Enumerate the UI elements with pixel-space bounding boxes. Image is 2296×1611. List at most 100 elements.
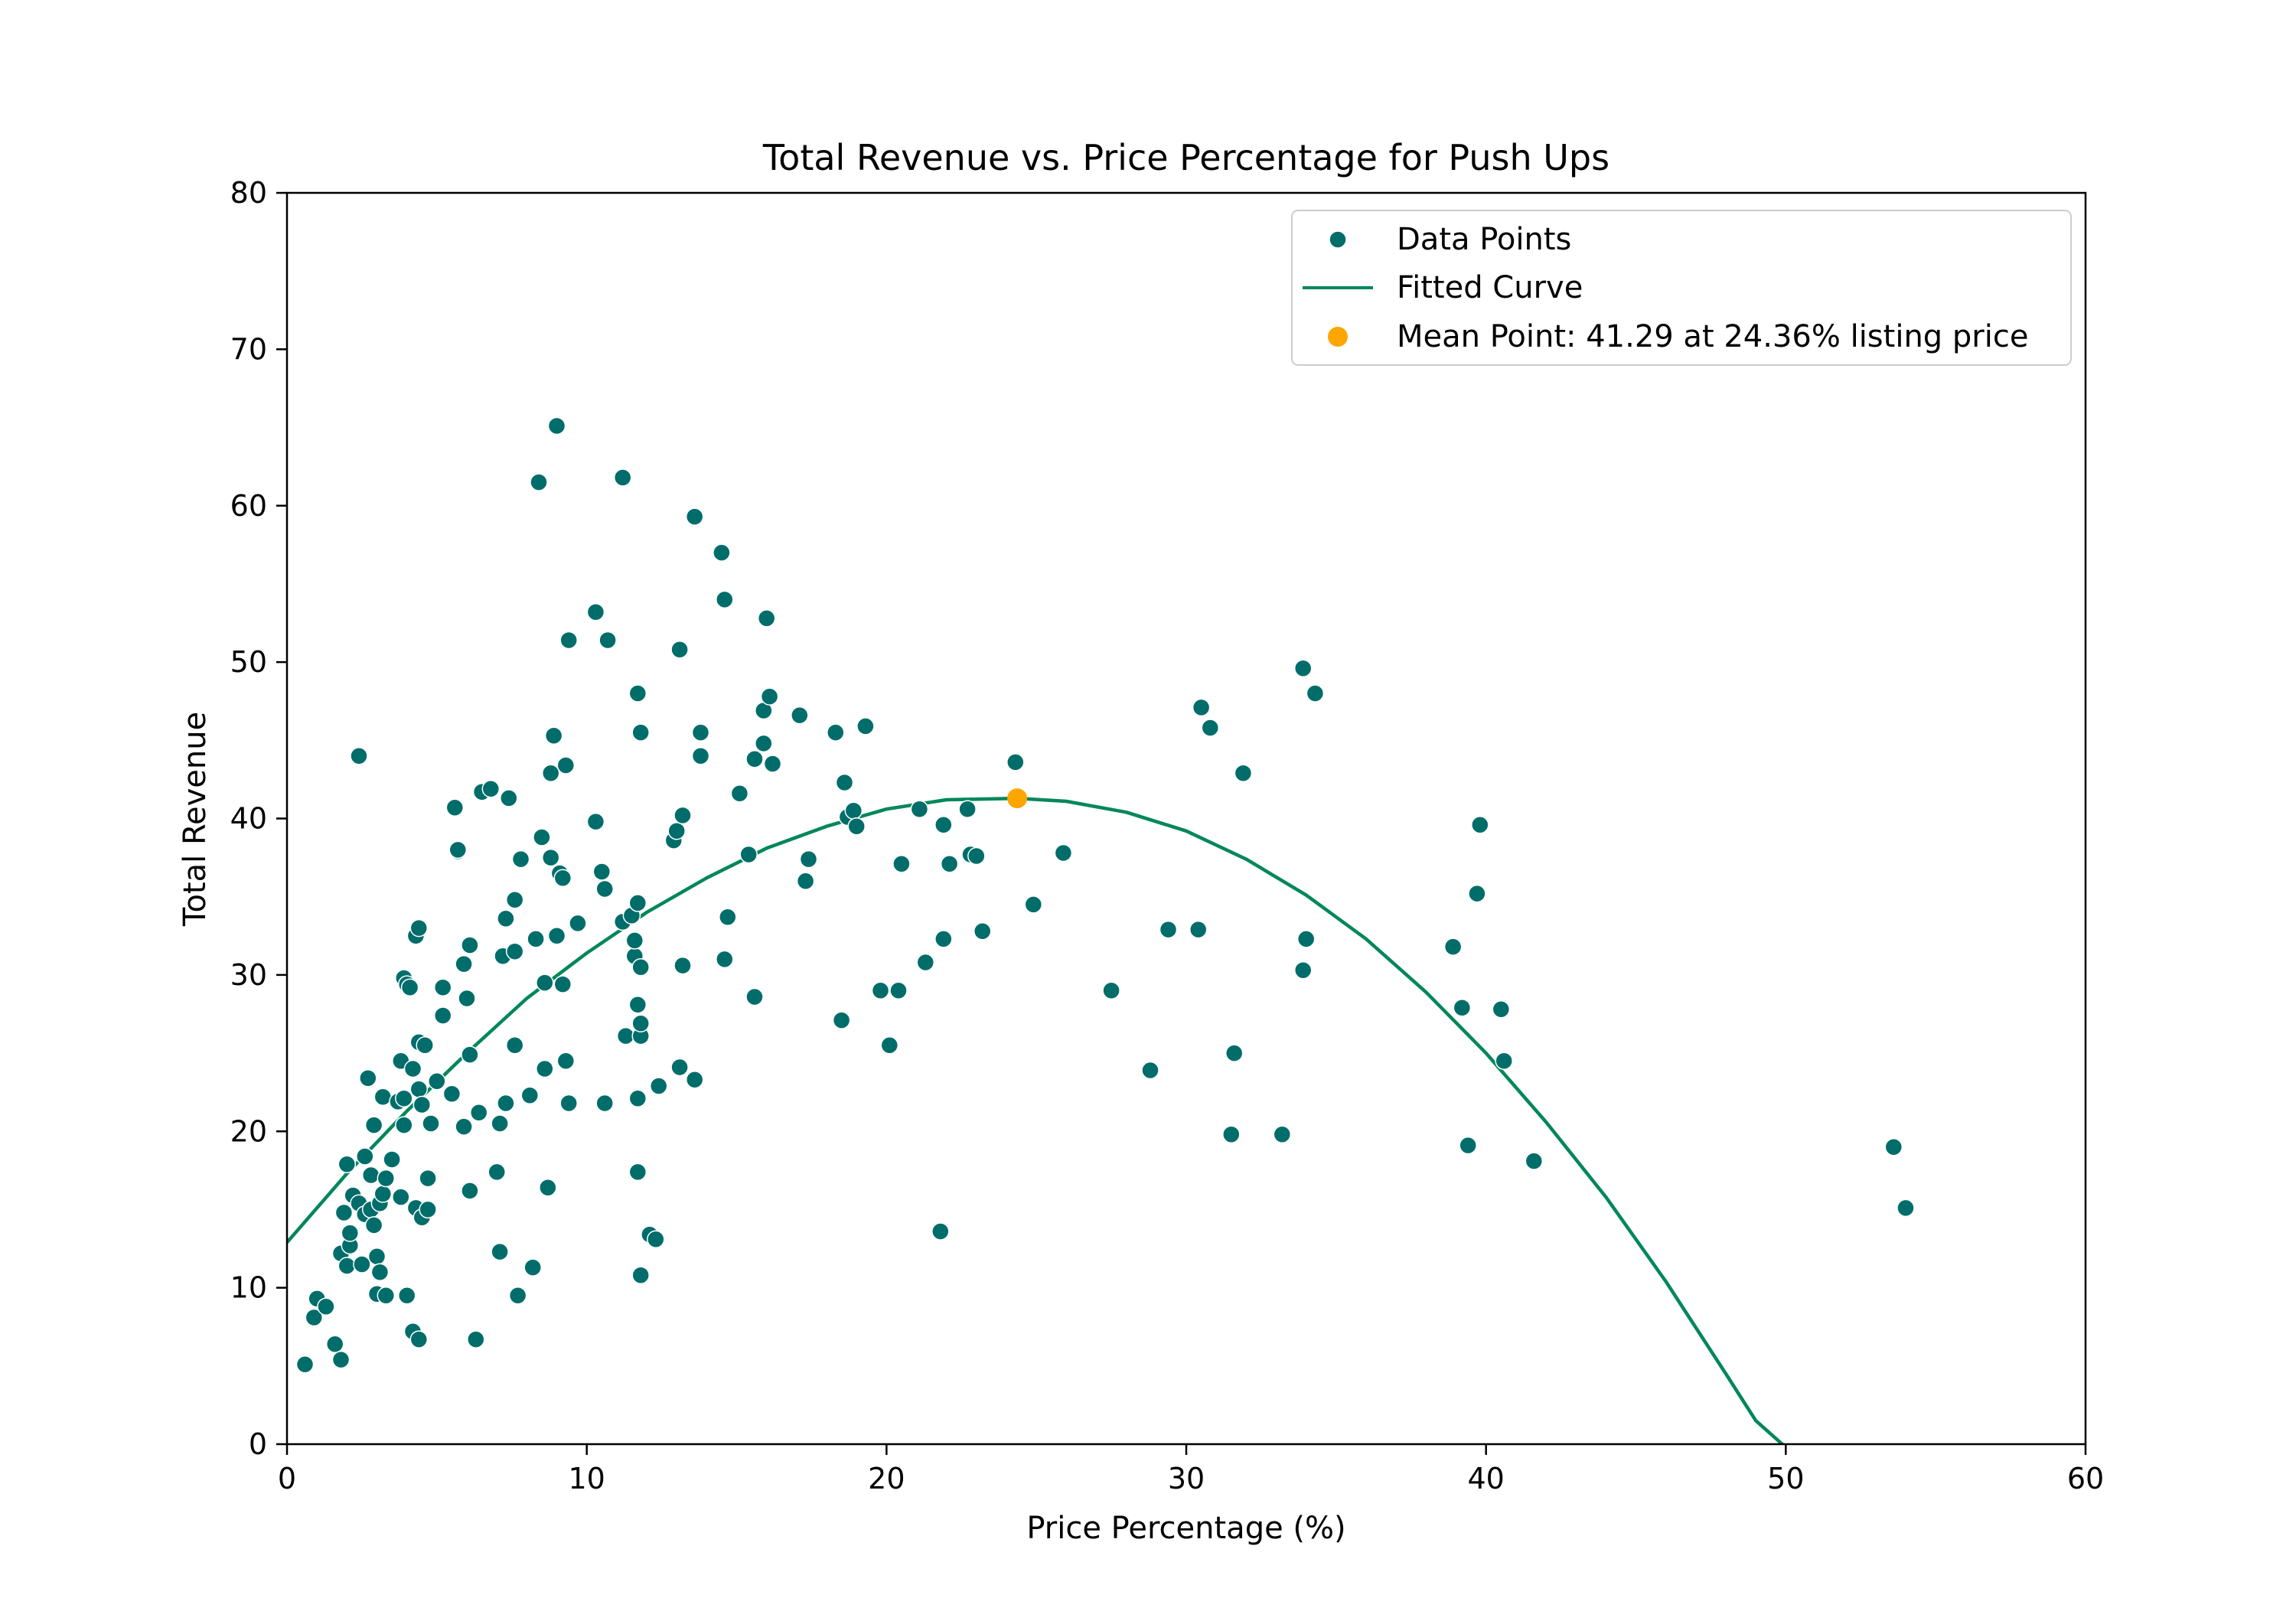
data-point — [613, 468, 632, 487]
chart-title: Total Revenue vs. Price Percentage for P… — [762, 137, 1609, 178]
data-point — [910, 800, 929, 818]
data-point — [847, 817, 866, 836]
data-point — [1471, 815, 1489, 834]
data-point — [649, 1077, 668, 1095]
data-point — [647, 1230, 665, 1249]
data-point — [745, 750, 764, 768]
data-point — [1306, 684, 1325, 703]
data-point — [832, 1011, 851, 1029]
data-point — [1273, 1125, 1292, 1144]
data-point — [791, 706, 809, 725]
data-point — [755, 734, 773, 753]
data-point — [361, 1166, 380, 1185]
data-point — [530, 473, 548, 491]
data-point — [556, 1052, 576, 1071]
plot-frame — [285, 191, 2087, 1446]
data-point — [1225, 1044, 1244, 1062]
data-point — [763, 755, 782, 773]
data-point — [1006, 753, 1025, 771]
data-point — [497, 909, 515, 928]
data-point — [569, 914, 587, 933]
data-point — [628, 684, 647, 703]
data-point — [716, 950, 734, 969]
data-point — [455, 954, 473, 973]
data-point — [967, 846, 986, 866]
x-tick-label: 40 — [1467, 1462, 1504, 1495]
data-point — [1492, 1000, 1511, 1019]
data-point — [1189, 920, 1208, 939]
data-point — [338, 1155, 357, 1173]
x-tick-label: 50 — [1767, 1462, 1804, 1495]
data-point — [295, 1355, 315, 1374]
data-point — [685, 507, 704, 526]
data-point — [625, 931, 644, 950]
y-tick-label: 50 — [230, 645, 267, 679]
data-point — [547, 927, 566, 945]
data-point — [461, 1182, 479, 1200]
data-point — [934, 930, 953, 948]
data-point — [1159, 920, 1178, 939]
data-point — [760, 687, 779, 706]
data-point — [1201, 719, 1220, 737]
data-point — [1468, 884, 1486, 903]
data-point — [334, 1203, 354, 1222]
data-point — [827, 723, 845, 742]
data-point — [556, 756, 576, 775]
data-point — [553, 975, 572, 993]
data-point — [341, 1224, 360, 1242]
data-point — [467, 1330, 485, 1348]
data-point — [541, 848, 560, 867]
data-point — [1141, 1061, 1159, 1080]
mean-point — [1007, 788, 1028, 809]
data-point — [370, 1263, 390, 1281]
data-point — [628, 995, 647, 1014]
data-point — [505, 1036, 524, 1055]
data-point — [433, 978, 452, 996]
y-axis-label: Total Revenue — [178, 712, 213, 927]
data-point — [713, 543, 731, 562]
data-point — [1293, 659, 1313, 678]
data-point — [1443, 938, 1463, 956]
data-point — [1453, 999, 1472, 1017]
data-point — [356, 1147, 374, 1166]
data-point — [445, 798, 465, 817]
data-point — [1896, 1198, 1915, 1218]
data-point — [395, 1089, 413, 1108]
x-tick-label: 20 — [868, 1462, 905, 1495]
data-point — [461, 1045, 479, 1064]
data-point — [616, 1026, 635, 1045]
data-point — [691, 746, 710, 765]
data-point — [373, 1088, 393, 1107]
data-point — [631, 957, 650, 977]
data-point — [691, 723, 710, 742]
legend-label-mean-point: Mean Point: 41.29 at 24.36% listing pric… — [1397, 319, 2028, 354]
data-point — [880, 1036, 899, 1055]
data-point — [628, 1163, 647, 1182]
data-point — [586, 812, 605, 831]
data-point — [488, 1163, 506, 1182]
data-point — [719, 908, 737, 927]
data-point — [364, 1216, 383, 1234]
data-point — [523, 1258, 542, 1277]
data-point — [1054, 843, 1073, 863]
data-point — [670, 1058, 689, 1077]
data-point — [628, 1089, 647, 1108]
data-point — [364, 1116, 383, 1134]
x-tick-label: 60 — [2067, 1462, 2104, 1495]
data-point — [739, 845, 758, 864]
data-point — [595, 1094, 614, 1113]
data-point — [317, 1297, 335, 1316]
data-point — [1024, 895, 1043, 914]
data-point — [455, 1117, 473, 1136]
data-point — [745, 987, 764, 1006]
x-axis-label: Price Percentage (%) — [1026, 1511, 1345, 1546]
y-tick-label: 10 — [230, 1271, 267, 1305]
data-point — [373, 1185, 393, 1203]
y-tick-label: 70 — [230, 332, 267, 366]
data-point — [1296, 930, 1316, 948]
data-points-layer — [295, 416, 1915, 1374]
mean-point-layer — [1007, 788, 1028, 809]
data-point — [631, 1014, 650, 1032]
data-point — [416, 1036, 434, 1055]
legend-box — [1291, 210, 2072, 366]
